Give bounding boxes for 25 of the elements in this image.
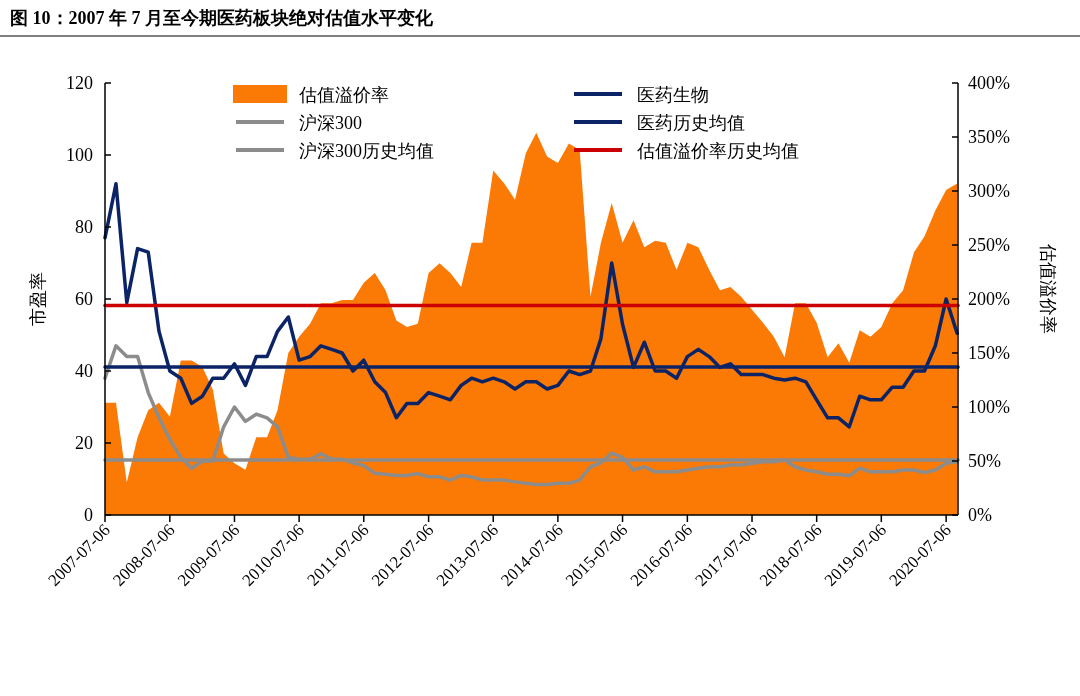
legend-label: 医药生物 <box>637 85 709 105</box>
y2-tick-label: 50% <box>968 451 1001 471</box>
y-tick-label: 80 <box>75 217 93 237</box>
y-tick-label: 60 <box>75 289 93 309</box>
y2-axis-title: 估值溢价率 <box>1038 243 1058 334</box>
y2-tick-label: 300% <box>968 181 1010 201</box>
y-tick-label: 40 <box>75 361 93 381</box>
y-axis-title: 市盈率 <box>28 272 48 326</box>
y2-tick-label: 150% <box>968 343 1010 363</box>
legend-label: 估值溢价率历史均值 <box>636 141 799 161</box>
legend-label: 医药历史均值 <box>637 113 745 133</box>
legend-label: 估值溢价率 <box>298 85 389 105</box>
y2-tick-label: 250% <box>968 235 1010 255</box>
y-tick-label: 120 <box>66 73 93 93</box>
y2-tick-label: 0% <box>968 505 992 525</box>
y2-tick-label: 400% <box>968 73 1010 93</box>
legend-label: 沪深300历史均值 <box>299 141 434 161</box>
y-tick-label: 0 <box>84 505 93 525</box>
y-tick-label: 20 <box>75 433 93 453</box>
y2-tick-label: 200% <box>968 289 1010 309</box>
y2-tick-label: 100% <box>968 397 1010 417</box>
chart-title: 图 10：2007 年 7 月至今期医药板块绝对估值水平变化 <box>10 8 434 28</box>
y2-tick-label: 350% <box>968 127 1010 147</box>
y-tick-label: 100 <box>66 145 93 165</box>
legend-label: 沪深300 <box>299 113 362 133</box>
